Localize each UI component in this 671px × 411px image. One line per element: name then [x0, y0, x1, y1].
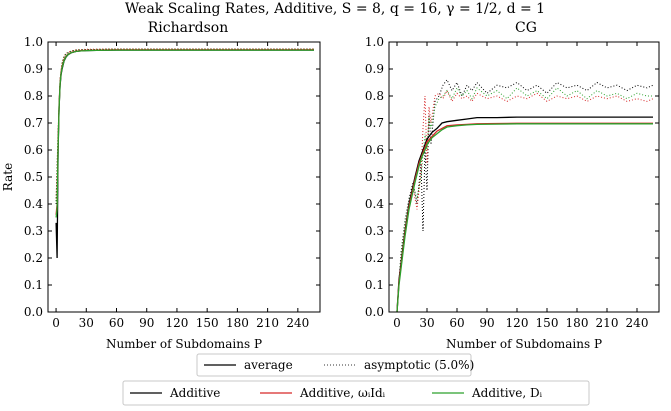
richardson-ytick-label: 0.3 [24, 224, 43, 238]
richardson-series-average [55, 49, 314, 218]
cg-xtick-label: 90 [479, 316, 494, 330]
cg-xtick-label: 60 [449, 316, 464, 330]
richardson-ytick-label: 0.1 [24, 278, 43, 292]
richardson-title: Richardson [148, 20, 229, 36]
richardson-axes-frame [47, 41, 321, 313]
cg-ytick-label: 0.9 [365, 62, 384, 76]
cg-ytick-label: 0.3 [365, 224, 384, 238]
cg-series-asymptotic [396, 89, 654, 313]
cg-ytick-label: 0.1 [365, 278, 384, 292]
asymptotic-label: asymptotic (5.0%) [364, 358, 474, 372]
richardson-xtick-label: 180 [226, 316, 249, 330]
cg-ytick-label: 1.0 [365, 35, 384, 49]
cg-xtick-label: 240 [626, 316, 649, 330]
cg-ytick-label: 0.5 [365, 170, 384, 184]
richardson-series-average [55, 49, 314, 215]
richardson-xtick-label: 210 [256, 316, 279, 330]
richardson-series-asymptotic [55, 48, 314, 202]
cg-ytick-label: 0.0 [365, 305, 384, 319]
cg-series-asymptotic [396, 86, 653, 313]
richardson-ytick-label: 0.7 [24, 116, 43, 130]
cg-xtick-label: 210 [596, 316, 619, 330]
richardson-series-average [55, 49, 314, 259]
richardson-ytick-label: 0.2 [24, 251, 43, 265]
cg-ytick-label: 0.8 [365, 89, 384, 103]
cg-xtick-label: 150 [536, 316, 559, 330]
figure-title: Weak Scaling Rates, Additive, S = 8, q =… [125, 1, 545, 17]
cg-xtick-label: 0 [393, 316, 401, 330]
richardson-ytick-label: 0.4 [24, 197, 43, 211]
cg-xtick-label: 120 [506, 316, 529, 330]
cg-series-average [396, 123, 653, 313]
cg-ytick-label: 0.7 [365, 116, 384, 130]
richardson-xtick-label: 120 [165, 316, 188, 330]
cg-ytick-label: 0.4 [365, 197, 384, 211]
style-legend: average asymptotic (5.0%) [196, 353, 474, 377]
richardson-xtick-label: 60 [109, 316, 124, 330]
cg-ytick-label: 0.2 [365, 251, 384, 265]
method-legend: Additive Additive, ωᵢIdᵢ Additive, Dᵢ [122, 380, 590, 406]
additive-d-label: Additive, Dᵢ [471, 386, 543, 400]
richardson-xlabel: Number of Subdomains P [106, 337, 262, 351]
richardson-ytick-label: 0.8 [24, 89, 43, 103]
cg-xtick-label: 30 [419, 316, 434, 330]
richardson-ytick-label: 1.0 [24, 35, 43, 49]
cg-ytick-label: 0.6 [365, 143, 384, 157]
additive-omega-label: Additive, ωᵢIdᵢ [299, 386, 386, 400]
richardson-xtick-label: 150 [196, 316, 219, 330]
richardson-series-asymptotic [55, 48, 314, 205]
richardson-ytick-label: 0.5 [24, 170, 43, 184]
cg-xlabel: Number of Subdomains P [446, 337, 602, 351]
cg-ticks: 0 30 60 90 120 150 180 210 240 0.0 0.1 0.2 0.3 0.4 0.5… [365, 35, 659, 330]
richardson-panel: Richardson 0 30 60 90 120 150 180 210 2400.00.10… [1, 20, 321, 351]
cg-axes-frame [388, 41, 660, 313]
richardson-ytick-label: 0.9 [24, 62, 43, 76]
additive-label: Additive [169, 386, 220, 400]
cg-series-average [396, 116, 653, 313]
cg-series-asymptotic [396, 78, 654, 313]
richardson-ticks: 0 30 60 90 120 150 180 210 240 0.0 0.1 0.2 0.3 0.4 0.5… [24, 35, 320, 330]
richardson-xtick-label: 30 [79, 316, 94, 330]
cg-series-average [396, 122, 653, 313]
cg-series [396, 78, 654, 313]
average-label: average [244, 358, 293, 372]
cg-xtick-label: 180 [566, 316, 589, 330]
richardson-ylabel: Rate [1, 163, 15, 191]
method-legend-box [122, 380, 590, 406]
richardson-xtick-label: 0 [52, 316, 60, 330]
richardson-series-asymptotic [55, 48, 314, 199]
cg-title: CG [515, 20, 537, 36]
richardson-ytick-label: 0.0 [24, 305, 43, 319]
richardson-series [55, 48, 314, 259]
richardson-ytick-label: 0.6 [24, 143, 43, 157]
richardson-xtick-label: 240 [286, 316, 309, 330]
cg-panel: CG 0 30 60 90 120 150 180 210 240 0.0 0.1 0.2 0.3 0.4… [365, 20, 660, 351]
richardson-xtick-label: 90 [139, 316, 154, 330]
